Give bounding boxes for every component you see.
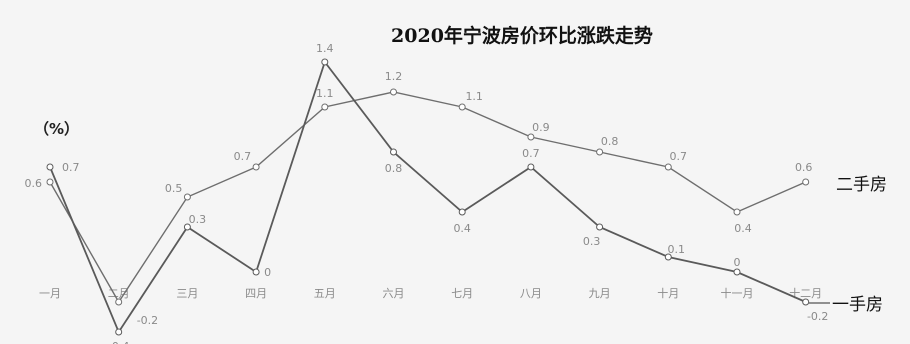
x-tick-label: 十一月 bbox=[721, 286, 754, 300]
data-label: 1.2 bbox=[385, 70, 403, 83]
data-label: 0.4 bbox=[453, 222, 471, 235]
data-point bbox=[458, 103, 466, 111]
y-axis-unit-label: （%） bbox=[34, 120, 79, 138]
data-point bbox=[596, 223, 604, 231]
x-tick-label: 四月 bbox=[245, 287, 267, 300]
data-point bbox=[733, 208, 741, 216]
data-label: 0.1 bbox=[668, 243, 686, 256]
data-label: -0.2 bbox=[807, 310, 828, 323]
x-tick-label: 七月 bbox=[451, 287, 473, 300]
data-label: 0.6 bbox=[25, 177, 43, 190]
data-point bbox=[183, 193, 191, 201]
data-point bbox=[321, 103, 329, 111]
data-label: 1.1 bbox=[316, 87, 334, 100]
x-tick-label: 五月 bbox=[314, 287, 336, 300]
x-tick-label: 十二月 bbox=[789, 286, 822, 300]
data-label: 0.8 bbox=[385, 162, 403, 175]
data-point bbox=[252, 268, 260, 276]
data-point bbox=[252, 163, 260, 171]
x-tick-label: 十月 bbox=[657, 286, 679, 300]
data-label: 0.8 bbox=[601, 135, 619, 148]
data-label: 0.7 bbox=[670, 150, 688, 163]
x-tick-label: 八月 bbox=[520, 287, 542, 300]
data-point bbox=[733, 268, 741, 276]
x-axis-ticks: 一月 二月 三月 四月 五月 六月 七月 八月 九月 十月 十一月 十二月 bbox=[39, 286, 822, 300]
data-label: 0.3 bbox=[189, 213, 207, 226]
data-label: 0.3 bbox=[583, 235, 601, 248]
data-label: -0.2 bbox=[137, 314, 158, 327]
x-tick-label: 三月 bbox=[176, 287, 198, 300]
data-label: 0.6 bbox=[795, 161, 813, 174]
series-name-label: 二手房 bbox=[836, 175, 887, 195]
data-label: 0.4 bbox=[734, 222, 752, 235]
data-label: 1.4 bbox=[316, 42, 334, 55]
series-line bbox=[49, 60, 807, 334]
data-label: 0.9 bbox=[532, 121, 550, 134]
data-point bbox=[46, 163, 54, 171]
data-label: -0.4 bbox=[108, 340, 129, 344]
data-label: 0 bbox=[264, 266, 271, 279]
data-point bbox=[321, 58, 329, 66]
data-point bbox=[802, 298, 810, 306]
data-point bbox=[664, 163, 672, 171]
x-tick-label: 六月 bbox=[383, 287, 405, 300]
data-labels: 0.6 -0.2 0.5 0.7 1.1 1.2 1.1 0.9 0.8 0.7 0.4 0.6 0.7… bbox=[25, 42, 829, 344]
data-point bbox=[802, 178, 810, 186]
data-label: 1.1 bbox=[465, 90, 483, 103]
data-point bbox=[390, 148, 397, 156]
chart-title: 2020年宁波房价环比涨跌走势 bbox=[391, 24, 653, 47]
data-point bbox=[390, 88, 397, 96]
series-name-label: 一手房 bbox=[832, 295, 883, 315]
data-point bbox=[183, 223, 191, 231]
data-point bbox=[664, 253, 672, 261]
x-tick-label: 一月 bbox=[39, 287, 61, 300]
x-tick-label: 二月 bbox=[108, 287, 130, 300]
data-label: 0 bbox=[734, 256, 741, 269]
data-point bbox=[46, 178, 54, 186]
data-label: 0.7 bbox=[234, 150, 252, 163]
data-point bbox=[115, 298, 123, 306]
series-line bbox=[49, 91, 806, 304]
data-point bbox=[458, 208, 466, 216]
x-tick-label: 九月 bbox=[589, 287, 611, 300]
data-label: 0.7 bbox=[522, 147, 540, 160]
series-lines bbox=[46, 58, 810, 336]
data-point bbox=[527, 163, 535, 171]
data-point bbox=[596, 148, 604, 156]
data-point bbox=[115, 328, 123, 336]
data-label: 0.5 bbox=[165, 182, 183, 195]
data-label: 0.7 bbox=[62, 161, 80, 174]
data-point bbox=[527, 133, 535, 141]
